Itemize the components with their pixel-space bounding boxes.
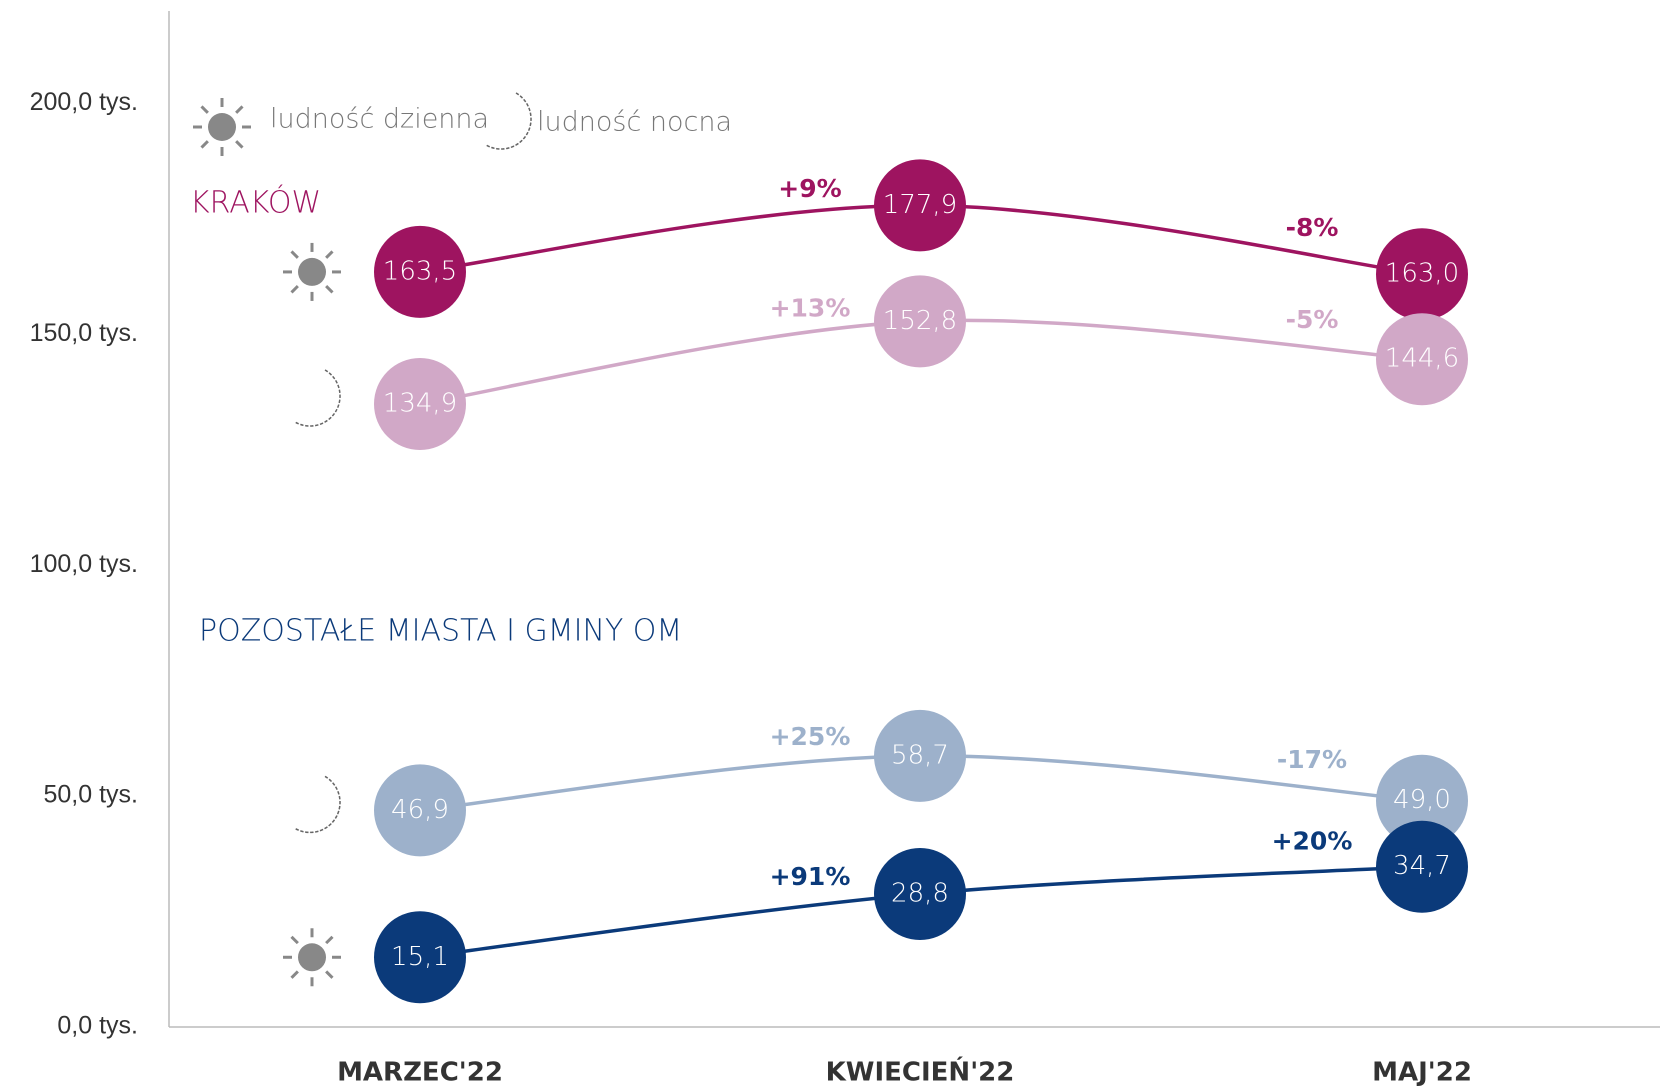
sun-ray bbox=[290, 970, 299, 979]
group-label: KRAKÓW bbox=[190, 184, 321, 221]
x-tick-label: MARZEC'22 bbox=[337, 1058, 503, 1088]
change-label: -17% bbox=[1277, 745, 1347, 774]
data-label: 177,9 bbox=[883, 190, 957, 220]
data-label: 58,7 bbox=[891, 740, 949, 770]
legend-label: ludność nocna bbox=[537, 107, 732, 138]
data-point bbox=[874, 709, 966, 802]
y-tick-label: 200,0 tys. bbox=[30, 88, 138, 116]
group-label: POZOSTAŁE MIASTA I GMINY OM bbox=[199, 614, 682, 649]
data-point bbox=[374, 764, 466, 857]
moon-icon bbox=[294, 369, 341, 427]
change-label: -8% bbox=[1286, 213, 1339, 242]
data-point bbox=[374, 911, 466, 1004]
sun-icon bbox=[283, 242, 341, 301]
y-tick-label: 0,0 tys. bbox=[57, 1012, 138, 1040]
data-point bbox=[1376, 228, 1468, 321]
data-label: 163,0 bbox=[1385, 259, 1459, 289]
data-point bbox=[1376, 820, 1468, 913]
data-point bbox=[374, 225, 466, 318]
sun-core bbox=[208, 113, 236, 141]
x-tick-label: MAJ'22 bbox=[1372, 1058, 1472, 1088]
data-label: 144,6 bbox=[1385, 344, 1459, 374]
sun-ray bbox=[325, 285, 334, 294]
sun-ray bbox=[235, 140, 244, 149]
sun-core bbox=[298, 257, 326, 286]
sun-ray bbox=[235, 105, 244, 114]
sun-ray bbox=[325, 970, 334, 979]
data-label: 28,8 bbox=[891, 878, 949, 908]
sun-icon bbox=[283, 928, 341, 987]
x-tick-label: KWIECIEŃ'22 bbox=[826, 1056, 1015, 1088]
sun-ray bbox=[290, 285, 299, 294]
data-label: 163,5 bbox=[383, 256, 457, 286]
data-label: 46,9 bbox=[391, 795, 449, 825]
data-point bbox=[374, 358, 466, 451]
change-label: +20% bbox=[1272, 827, 1353, 856]
change-label: +9% bbox=[778, 174, 841, 203]
change-label: +13% bbox=[770, 294, 851, 323]
sun-ray bbox=[325, 935, 334, 945]
sun-core bbox=[298, 943, 326, 972]
data-point bbox=[1376, 313, 1468, 406]
data-label: 34,7 bbox=[1393, 851, 1451, 881]
y-tick-label: 150,0 tys. bbox=[30, 319, 138, 347]
change-label: -5% bbox=[1286, 305, 1339, 334]
sun-ray bbox=[200, 105, 209, 114]
data-point bbox=[1376, 754, 1468, 847]
change-label: +25% bbox=[770, 722, 851, 751]
data-label: 134,9 bbox=[383, 389, 457, 419]
sun-ray bbox=[325, 250, 334, 259]
data-label: 49,0 bbox=[1393, 785, 1451, 815]
data-point bbox=[874, 847, 966, 940]
legend-label: ludność dzienna bbox=[270, 104, 489, 135]
sun-ray bbox=[290, 935, 299, 945]
y-tick-label: 100,0 tys. bbox=[30, 550, 138, 578]
data-point bbox=[874, 159, 966, 252]
moon-icon bbox=[485, 92, 532, 150]
data-label: 152,8 bbox=[883, 306, 957, 336]
sun-icon bbox=[193, 98, 251, 156]
change-label: +91% bbox=[770, 862, 851, 891]
sun-ray bbox=[290, 250, 299, 259]
data-label: 15,1 bbox=[391, 942, 449, 972]
data-point bbox=[874, 275, 966, 368]
moon-icon bbox=[294, 775, 341, 834]
y-tick-label: 50,0 tys. bbox=[44, 781, 139, 809]
sun-ray bbox=[200, 140, 209, 149]
